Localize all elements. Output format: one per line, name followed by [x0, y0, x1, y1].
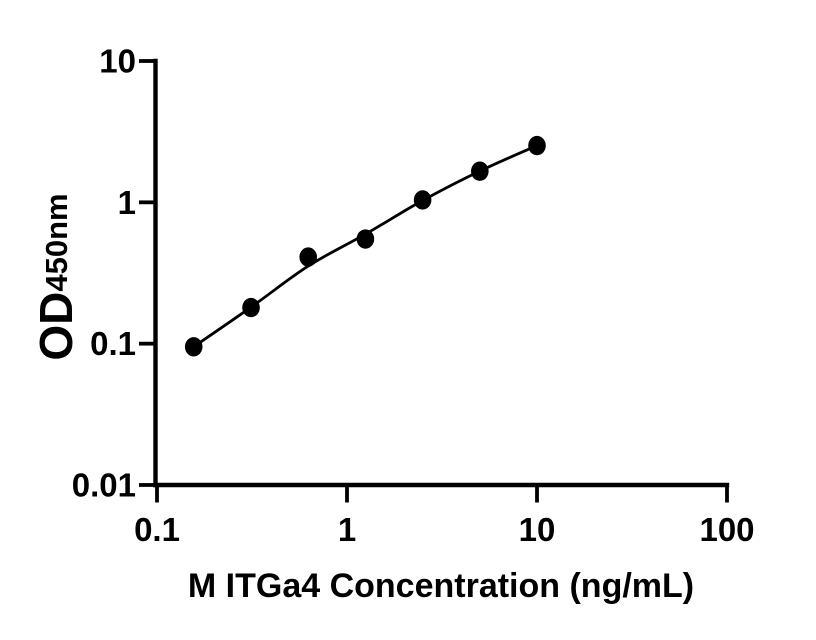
y-tick-label: 1: [118, 184, 136, 221]
data-point-marker: [242, 297, 260, 318]
tick-labels-layer: 10 1 0.1 0.01 0.1 1 10 100: [72, 43, 755, 549]
data-point-marker: [471, 161, 489, 181]
ticks-layer: [139, 59, 729, 503]
x-tick-label: 10: [519, 511, 556, 548]
x-tick-label: 1: [338, 511, 356, 548]
y-tick-label: 10: [99, 43, 136, 80]
data-point-marker: [528, 135, 546, 156]
y-axis-title-subscript: 450nm: [39, 193, 74, 291]
y-axis-title: OD450nm: [30, 193, 82, 360]
axes-layer: [153, 58, 730, 488]
x-tick-label: 0.1: [134, 511, 180, 548]
points-layer: [184, 135, 546, 357]
y-tick-label: 0.01: [72, 466, 136, 503]
data-point-marker: [184, 337, 203, 357]
data-point-marker: [299, 247, 318, 267]
x-tick-label: 100: [699, 511, 754, 548]
y-tick-label: 0.1: [90, 325, 136, 362]
data-point-marker: [413, 190, 432, 210]
y-axis-title-main: OD: [30, 292, 82, 361]
x-axis-title: M ITGa4 Concentration (ng/mL): [188, 567, 694, 605]
data-point-marker: [356, 229, 375, 249]
